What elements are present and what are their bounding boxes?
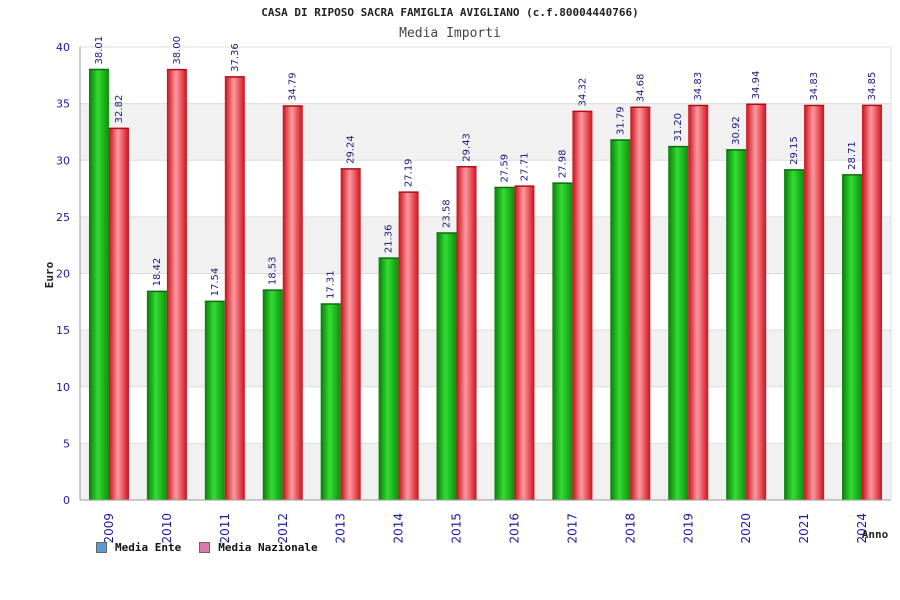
y-tick-label: 5 [63,437,70,450]
data-label: 34.32 [577,78,588,107]
data-label: 31.79 [615,106,626,135]
bar-media-nazionale [804,105,825,501]
bar-media-nazionale [108,128,129,500]
bar-media-nazionale [862,105,883,500]
y-tick-label: 20 [56,268,70,281]
bar-media-ente [320,303,341,500]
bar-media-ente [436,232,457,501]
y-tick-label: 10 [56,381,70,394]
bar-media-ente [842,174,863,500]
bar-media-nazionale [340,168,361,500]
bar-media-nazionale [456,166,477,500]
data-label: 34.85 [867,72,878,101]
x-tick-label: 2019 [681,513,695,544]
bar-media-nazionale [514,186,535,500]
data-label: 29.24 [346,135,357,164]
x-tick-label: 2014 [392,513,406,544]
bar-media-ente [668,146,689,500]
data-label: 34.83 [809,72,820,101]
y-tick-label: 25 [56,211,70,224]
x-tick-label: 2011 [218,513,232,544]
data-label: 27.71 [519,153,530,182]
grid-band [80,330,891,387]
legend: Media Ente Media Nazionale [96,541,318,554]
bar-media-nazionale [688,105,709,501]
data-label: 34.83 [693,72,704,101]
bar-media-ente [262,290,283,500]
y-tick-label: 0 [63,494,70,507]
data-label: 17.31 [326,270,337,299]
x-tick-label: 2024 [855,513,869,544]
bar-media-nazionale [630,107,651,501]
bar-media-nazionale [166,69,187,501]
grid-band [80,386,891,444]
x-axis-label: Anno [862,528,889,541]
data-label: 18.42 [152,258,163,287]
data-label: 34.79 [288,72,299,101]
legend-swatch-nazionale [199,542,211,553]
data-label: 37.36 [230,43,241,72]
bar-media-nazionale [224,76,245,500]
grid-band [80,160,891,217]
legend-label-nazionale: Media Nazionale [218,541,318,554]
data-label: 27.19 [404,158,415,187]
bar-media-nazionale [398,192,419,501]
y-tick-label: 15 [56,324,70,337]
bar-media-nazionale [572,111,593,501]
x-tick-label: 2016 [507,513,521,544]
data-label: 27.98 [557,149,568,178]
bar-media-ente [784,169,805,500]
data-label: 18.53 [268,257,279,286]
legend-item-nazionale: Media Nazionale [199,541,318,554]
grid-band [80,273,891,331]
grid-band [80,47,891,104]
chart-subtitle: Media Importi [399,26,501,41]
bar-media-ente [494,187,515,500]
x-tick-label: 2021 [797,513,811,544]
bar-media-nazionale [746,104,767,500]
bar-media-ente [204,301,225,500]
y-tick-label: 40 [56,41,70,54]
data-label: 34.94 [751,71,762,100]
data-label: 38.01 [94,36,105,65]
chart-title: CASA DI RIPOSO SACRA FAMIGLIA AVIGLIANO … [261,6,639,19]
data-label: 32.82 [114,95,125,124]
x-tick-label: 2010 [160,513,174,544]
data-label: 29.43 [462,133,473,162]
data-label: 34.68 [635,74,646,103]
y-tick-label: 30 [56,154,70,167]
data-label: 17.54 [210,268,221,297]
y-axis-label: Euro [43,261,56,288]
bar-media-nazionale [282,106,303,501]
bar-media-ente [146,291,167,500]
bar-media-ente [552,183,573,500]
y-tick-label: 35 [56,98,70,111]
x-tick-label: 2017 [565,513,579,544]
x-tick-label: 2015 [450,513,464,544]
data-label: 29.15 [789,136,800,165]
x-tick-label: 2009 [102,513,116,544]
x-tick-label: 2012 [276,513,290,544]
data-label: 38.00 [172,36,183,65]
legend-item-ente: Media Ente [96,541,181,554]
data-label: 27.59 [499,154,510,183]
bar-media-ente [610,139,631,500]
x-tick-label: 2018 [623,513,637,544]
bar-media-ente [88,69,109,501]
data-label: 21.36 [384,224,395,253]
data-label: 30.92 [731,116,742,145]
grid-band [80,103,891,161]
x-tick-label: 2013 [334,513,348,544]
grid-band [80,443,891,500]
legend-label-ente: Media Ente [115,541,182,554]
data-label: 28.71 [847,141,858,170]
bar-media-ente [726,149,747,500]
grid-band [80,216,891,274]
bar-media-ente [378,258,399,500]
data-label: 31.20 [673,113,684,142]
legend-swatch-ente [96,542,107,553]
data-label: 23.58 [442,199,453,228]
x-tick-label: 2020 [739,513,753,544]
